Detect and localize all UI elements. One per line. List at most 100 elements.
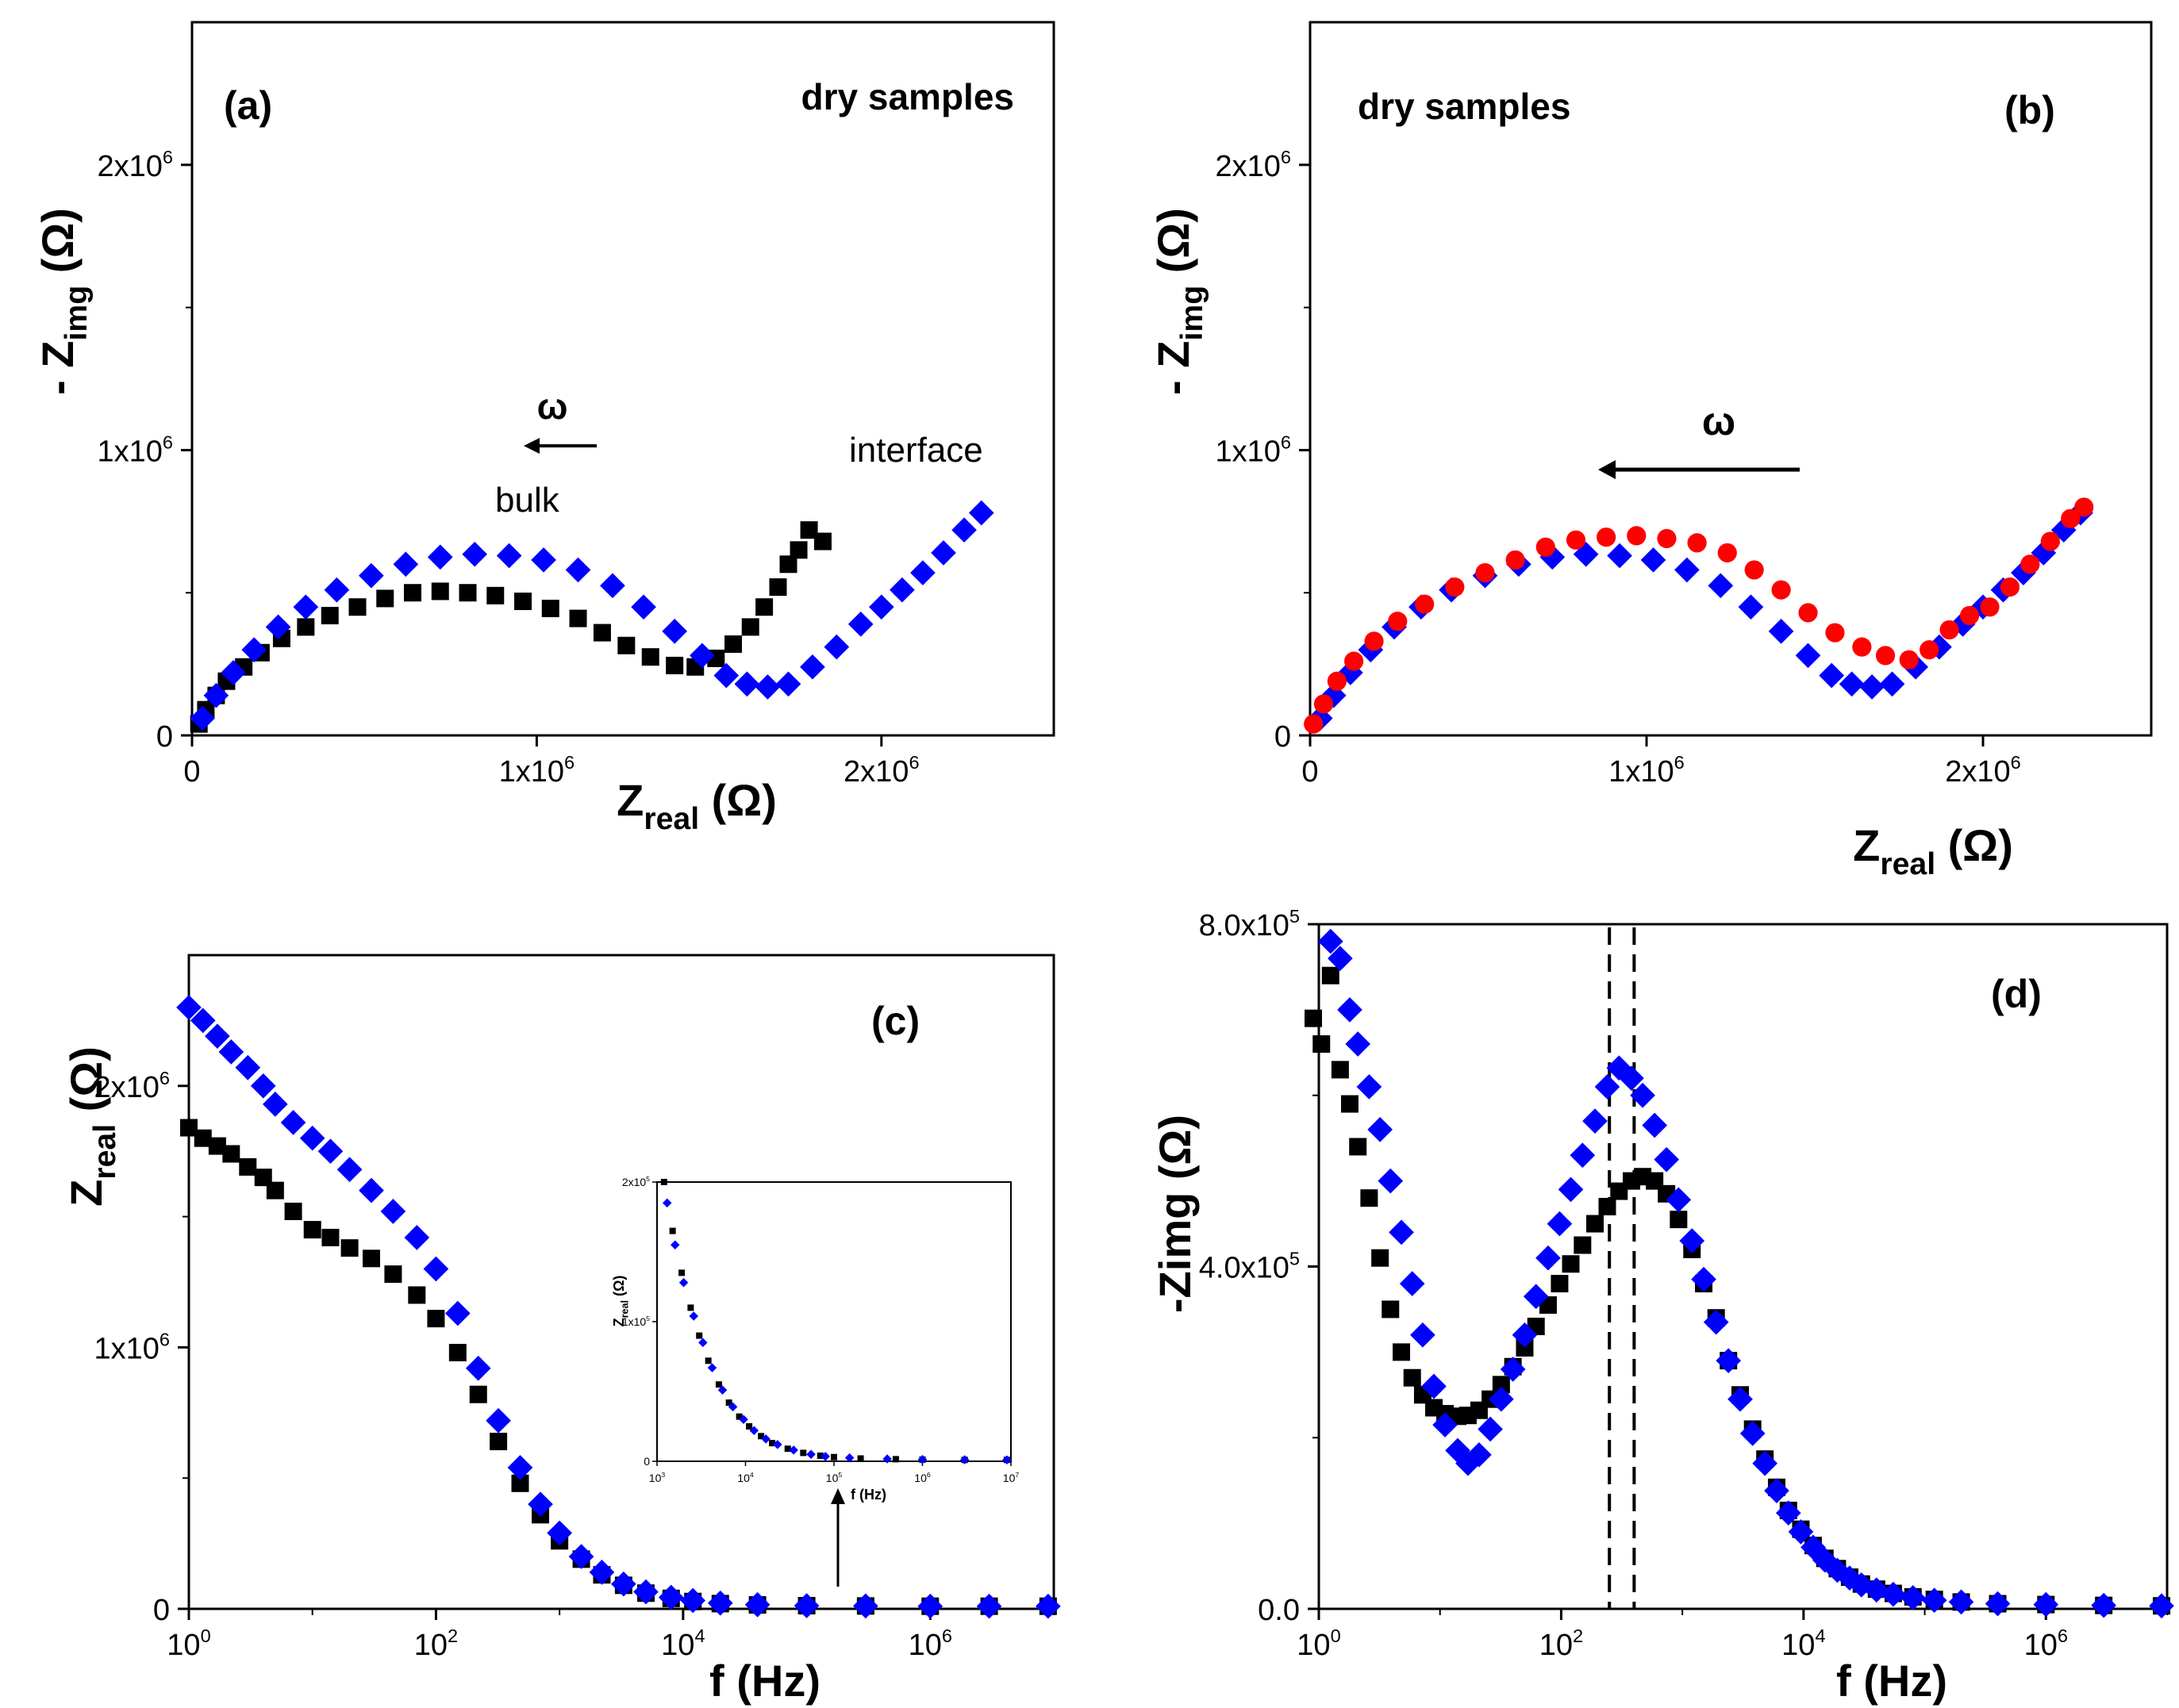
inset-y-tick-label-1-part: 1x10 [622,1315,647,1328]
data-point-black [790,541,808,559]
x-tick-label-a-2: 2x106 [844,752,920,789]
x-tick-label-d-0: 100 [1297,1625,1340,1662]
data-point-red [1327,671,1347,691]
data-point-blue [824,634,850,660]
data-point-red [1771,580,1791,600]
panel-label-d: (d) [1991,972,2042,1016]
data-point-black [321,606,339,624]
x-tick-label-c-3: 106 [909,1625,952,1662]
data-point-blue [662,618,687,644]
x-axis-title-a-part: Z [617,775,644,825]
data-point-black [222,1145,240,1163]
y-tick-label-c-1-part: 6 [159,1329,170,1349]
x-tick-label-d-3: 106 [2024,1625,2068,1662]
data-point-blue [1752,1450,1778,1476]
x-tick-label-d-0-part: 10 [1297,1629,1330,1662]
inset-data-point-black [758,1433,765,1440]
data-point-blue [218,1039,244,1065]
panel-label-c: (c) [871,999,920,1043]
data-point-black [541,599,559,617]
data-point-blue [1630,1082,1655,1108]
inset-data-point-blue [789,1445,798,1455]
y-tick-label-a-0: 0 [156,720,173,754]
x-tick-label-b-1-part: 1x10 [1608,755,1674,789]
data-point-blue [1764,1478,1789,1503]
data-point-blue [317,1138,344,1165]
data-point-blue [1478,1416,1503,1442]
inset-data-point-blue [1002,1455,1012,1464]
x-tick-label-c-3-part: 6 [942,1625,952,1646]
data-point-red [1344,651,1364,671]
plot-frame-d [1317,923,2169,1610]
inset-data-point-blue [662,1198,672,1208]
data-point-black [321,1228,340,1246]
x-tick-label-c-0-part: 10 [167,1629,200,1662]
data-point-black [208,1137,226,1155]
data-point-red [1505,550,1525,570]
data-point-red [1939,620,1959,640]
data-point-blue [205,1023,230,1050]
inset-x-tick-label-4-part: 7 [1015,1471,1019,1479]
inset-x-tick-label-3-part: 10 [914,1472,927,1484]
data-point-red [2074,497,2094,517]
data-point-blue [1036,1593,1061,1619]
data-point-blue [359,1177,384,1203]
data-point-blue [1317,928,1343,954]
y-tick-label-c-0: 0 [153,1594,170,1627]
y-tick-label-d-2-part: 8.0x10 [1199,909,1289,942]
inset-series-blue [662,1198,1012,1464]
x-tick-label-c-2-part: 4 [694,1625,705,1646]
data-point-blue [568,1544,594,1569]
data-point-black [363,1249,381,1268]
data-point-black [593,624,611,642]
data-point-blue [1455,1450,1481,1476]
inset-data-point-blue [707,1363,717,1372]
chart-title-a: dry samples [801,76,1014,117]
inset-data-point-blue [749,1426,759,1436]
x-axis-title-a-part: real [644,802,699,836]
data-point-black [1305,1009,1323,1027]
data-point-blue [1345,1031,1371,1057]
data-point-blue [1535,1245,1561,1271]
data-point-black [1321,966,1339,984]
data-point-black [266,1181,284,1199]
data-point-blue [1523,1284,1549,1310]
data-point-blue [1399,1271,1425,1296]
data-point-red [1980,597,2000,617]
x-tick-label-d-0-part: 0 [1331,1625,1341,1646]
data-point-blue [1768,618,1794,644]
data-point-black [1349,1138,1367,1156]
y-axis-title-d-part: (Ω) [1150,1115,1200,1192]
y-tick-label-a-1-part: 1x10 [97,435,162,468]
x-axis-title-a-part: (Ω) [699,775,777,825]
inset-data-point-blue [698,1338,708,1348]
x-tick-label-d-3-part: 10 [2024,1629,2058,1662]
y-tick-label-b-1-part: 6 [1281,432,1291,452]
inset-data-point-black [669,1227,676,1234]
data-point-blue [1389,1219,1414,1245]
data-point-blue [931,540,956,566]
data-point-blue [1582,1108,1608,1134]
x-axis-title-c-part: f (Hz) [709,1656,820,1706]
data-point-blue [2050,517,2077,543]
x-axis-title-b: Zreal (Ω) [1853,820,2013,881]
y-tick-label-d-1-part: 4.0x10 [1199,1252,1289,1285]
y-tick-label-b-1: 1x106 [1215,432,1291,468]
inset-x-tick-label-4-part: 10 [1003,1472,1016,1484]
inset-data-point-blue [882,1454,892,1464]
y-tick-label-d-0-part: 0.0 [1258,1594,1300,1627]
data-point-blue [847,611,874,637]
data-point-black [459,584,477,602]
inset-data-point-black [746,1423,753,1430]
y-tick-label-c-2: 2x106 [94,1068,170,1104]
y-tick-label-b-0-part: 0 [1274,720,1291,754]
y-tick-label-c-2-part: 2x10 [94,1071,159,1104]
inset-x-tick-label-1-part: 10 [737,1472,750,1484]
data-point-blue [1788,1519,1814,1545]
plot-frame-b [1309,21,2153,737]
data-point-red [1415,594,1435,614]
data-point-blue [1708,573,1734,599]
data-point-black [1492,1376,1510,1394]
